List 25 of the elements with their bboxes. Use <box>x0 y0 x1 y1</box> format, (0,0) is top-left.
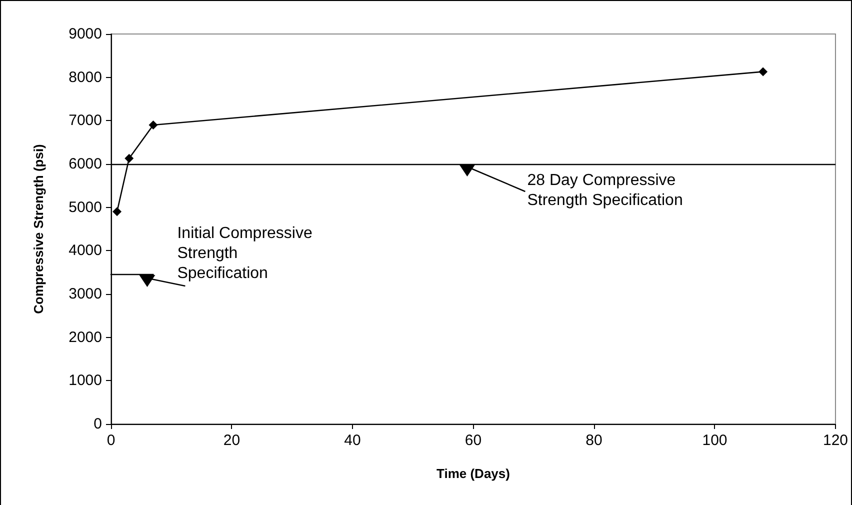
x-tick-label: 100 <box>702 432 728 449</box>
y-tick-label: 8000 <box>68 68 102 86</box>
y-tick-label: 0 <box>94 416 102 432</box>
y-tick-label: 9000 <box>68 26 102 42</box>
x-tick-label: 60 <box>464 432 482 449</box>
annotation: 28 Day Compressive Strength Specification <box>527 170 683 210</box>
y-tick-label: 2000 <box>68 328 102 346</box>
point <box>124 154 134 163</box>
point <box>112 207 122 216</box>
x-tick-label: 80 <box>586 432 602 449</box>
y-tick-label: 1000 <box>68 372 102 390</box>
y-tick-label: 4000 <box>68 242 102 260</box>
x-tick-label: 20 <box>223 432 240 449</box>
y-tick-label: 3000 <box>68 286 102 302</box>
y-axis-title: Compressive Strength (psi) <box>31 144 46 314</box>
point <box>148 120 158 130</box>
y-tick-label: 5000 <box>68 198 102 216</box>
x-tick-label: 40 <box>344 432 361 449</box>
x-axis-title: Time (Days) <box>436 466 510 481</box>
y-tick-label: 6000 <box>68 156 102 172</box>
point <box>758 67 768 76</box>
x-tick-label: 120 <box>822 432 848 449</box>
y-tick-label: 7000 <box>68 112 102 130</box>
annotation: Initial Compressive Strength Specification <box>177 224 312 284</box>
x-tick-label: 0 <box>106 432 116 449</box>
